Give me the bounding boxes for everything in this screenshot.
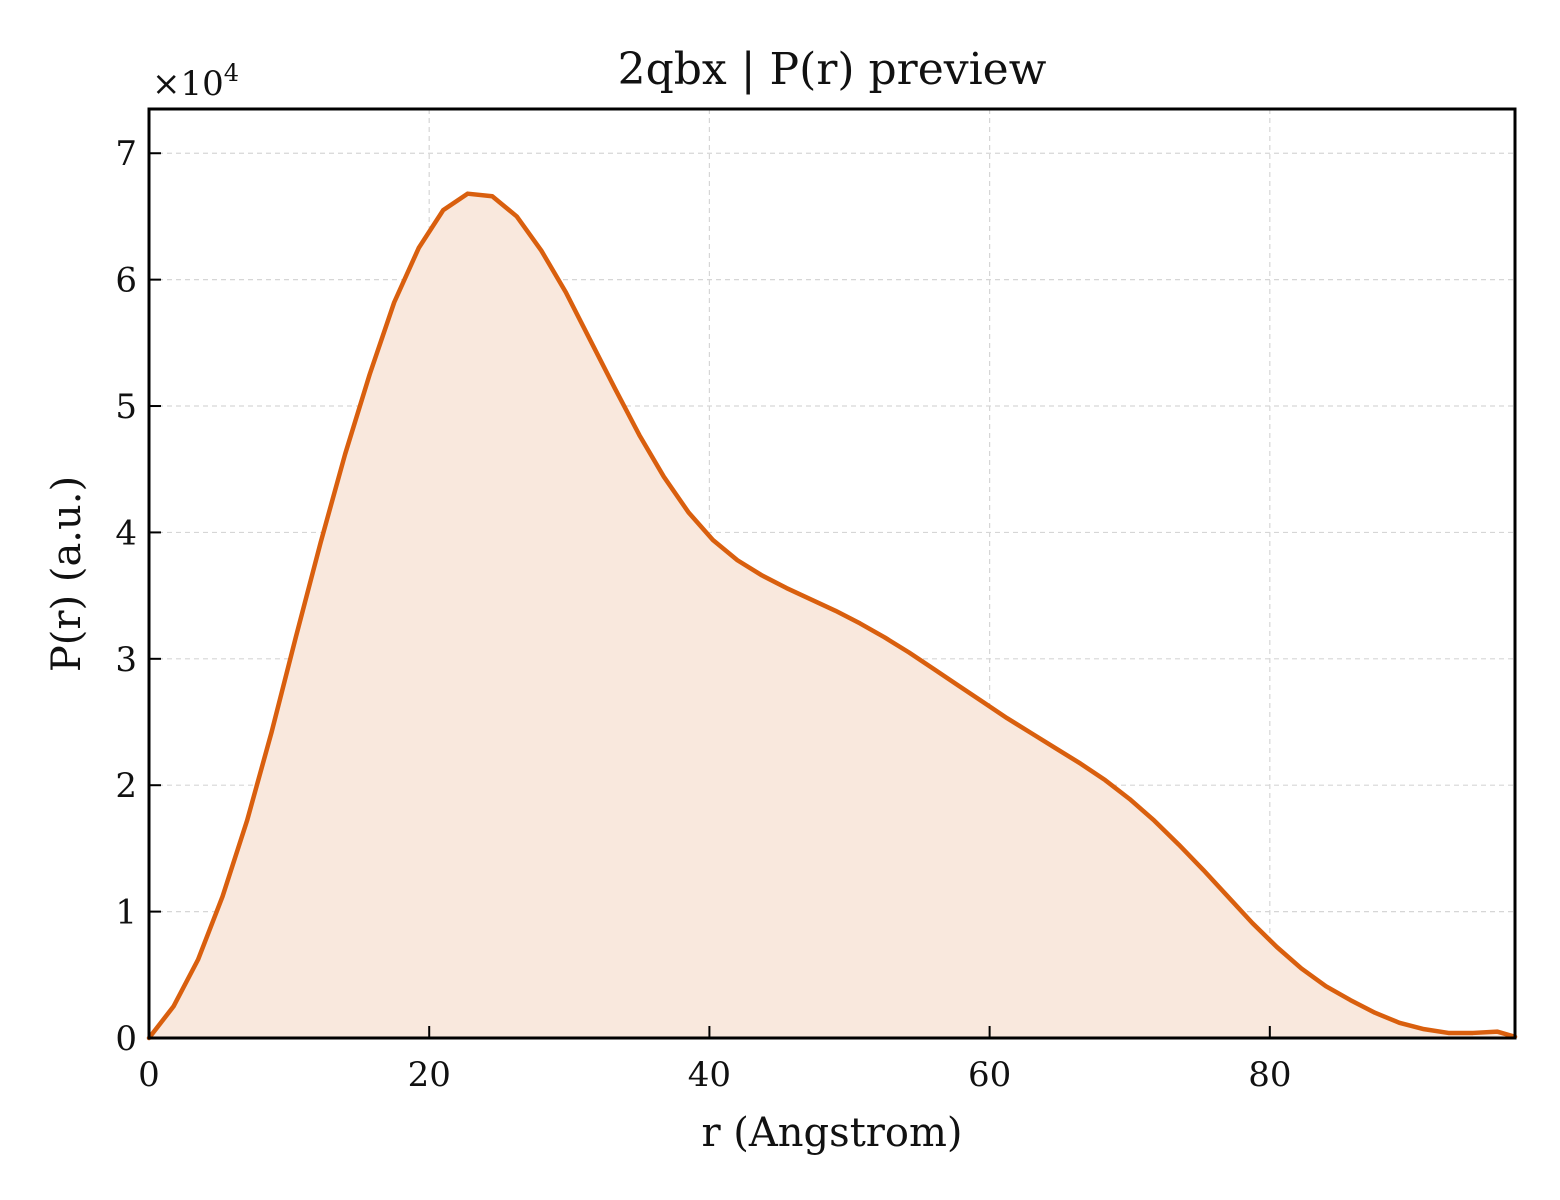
y-tick-label: 5 — [115, 387, 137, 427]
x-axis-title: r (Angstrom) — [701, 1110, 962, 1156]
x-tick-label: 80 — [1248, 1055, 1291, 1095]
x-tick-label: 20 — [408, 1055, 451, 1095]
x-tick-label: 60 — [968, 1055, 1011, 1095]
y-tick-label: 7 — [115, 134, 137, 174]
area-fill-layer — [149, 193, 1515, 1038]
y-axis-title: P(r) (a.u.) — [44, 476, 90, 672]
y-multiplier-exponent: 4 — [224, 59, 239, 87]
x-axis: 0 20 40 60 80 — [138, 1026, 1291, 1095]
chart-title: 2qbx | P(r) preview — [618, 44, 1047, 95]
plot-frame — [147, 107, 1517, 1040]
y-tick-label: 1 — [115, 893, 137, 933]
x-tick-label: 0 — [138, 1055, 160, 1095]
y-multiplier: ×104 — [152, 59, 239, 104]
y-tick-label: 3 — [115, 640, 137, 680]
data-line-layer — [146, 191, 1518, 1041]
area-fill — [149, 193, 1515, 1038]
y-tick-label: 0 — [115, 1019, 137, 1059]
y-tick-label: 4 — [115, 513, 137, 553]
x-tick-label: 40 — [688, 1055, 731, 1095]
y-multiplier-base: ×10 — [152, 64, 224, 104]
y-axis: 0 1 2 3 4 5 6 7 — [115, 134, 161, 1059]
data-line — [146, 191, 1518, 1041]
y-tick-label: 2 — [115, 766, 137, 806]
y-tick-label: 6 — [115, 261, 137, 301]
